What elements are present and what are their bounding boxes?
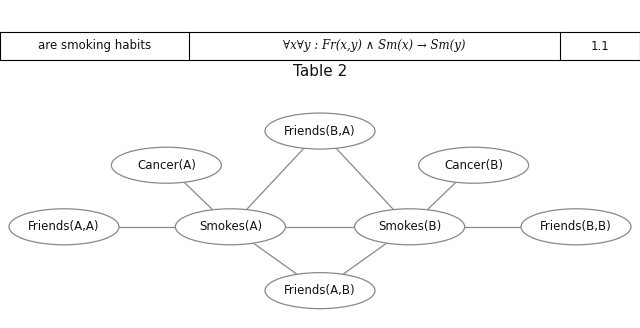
Text: Cancer(A): Cancer(A) bbox=[137, 159, 196, 172]
Text: Cancer(B): Cancer(B) bbox=[444, 159, 503, 172]
Ellipse shape bbox=[265, 113, 375, 149]
Text: 1.1: 1.1 bbox=[591, 39, 609, 52]
Ellipse shape bbox=[521, 209, 631, 245]
Text: ∀x∀y : Fr(x,y) ∧ Sm(x) → Sm(y): ∀x∀y : Fr(x,y) ∧ Sm(x) → Sm(y) bbox=[283, 39, 466, 52]
Text: Smokes(A): Smokes(A) bbox=[199, 220, 262, 233]
Text: Friends(A,B): Friends(A,B) bbox=[284, 284, 356, 297]
Text: Friends(B,B): Friends(B,B) bbox=[540, 220, 612, 233]
Text: Friends(B,A): Friends(B,A) bbox=[284, 125, 356, 137]
Ellipse shape bbox=[175, 209, 285, 245]
Ellipse shape bbox=[111, 147, 221, 183]
Ellipse shape bbox=[9, 209, 119, 245]
Text: Friends(A,A): Friends(A,A) bbox=[28, 220, 100, 233]
Ellipse shape bbox=[265, 273, 375, 309]
Text: Table 2: Table 2 bbox=[293, 65, 347, 79]
Text: are smoking habits: are smoking habits bbox=[38, 39, 151, 52]
Ellipse shape bbox=[355, 209, 465, 245]
Text: Smokes(B): Smokes(B) bbox=[378, 220, 441, 233]
Ellipse shape bbox=[419, 147, 529, 183]
